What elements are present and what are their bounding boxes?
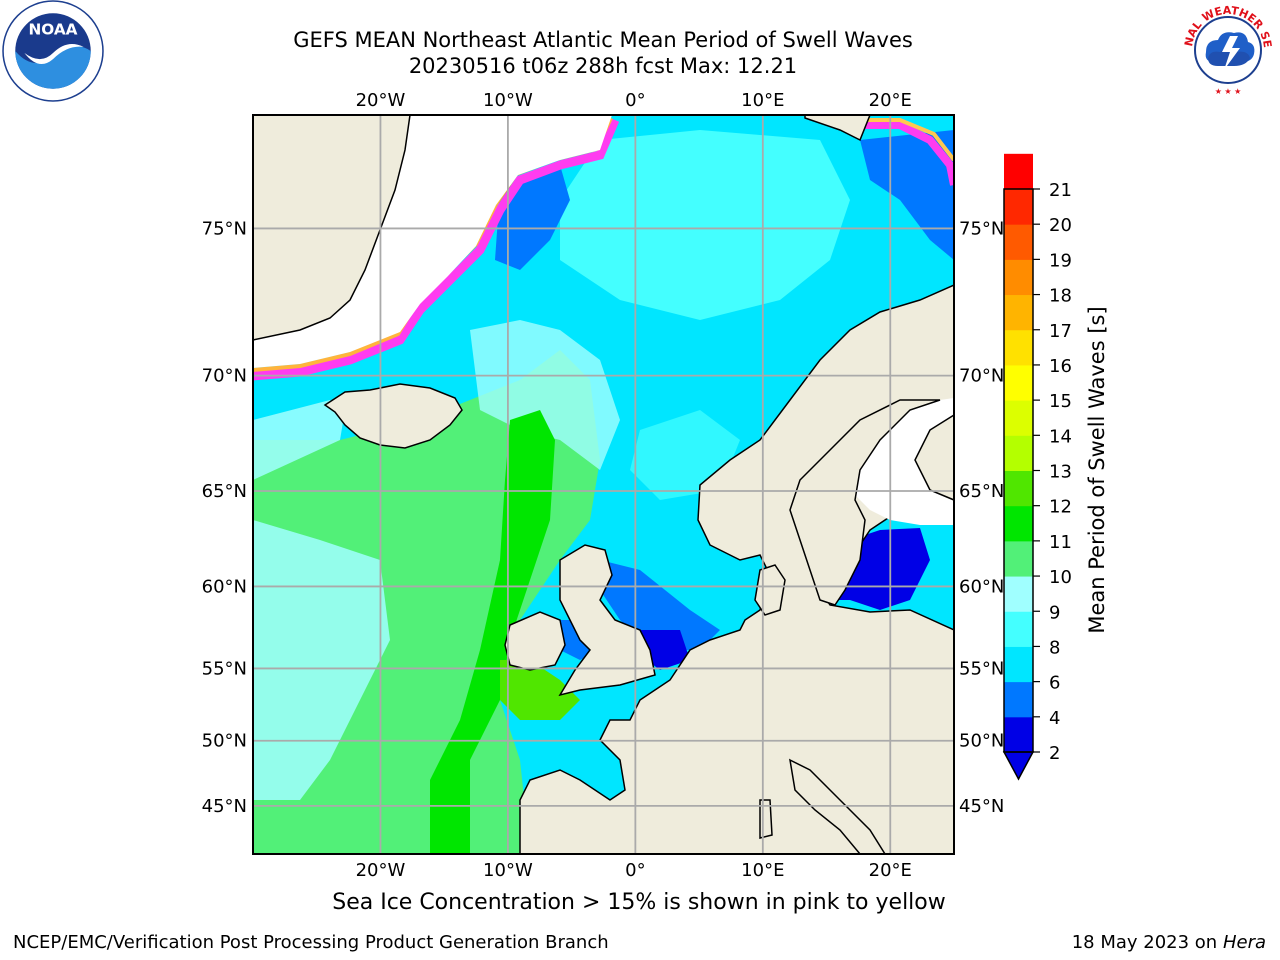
swell-field-bright-green <box>430 410 555 854</box>
noaa-logo: NOAA <box>2 0 104 102</box>
swell-field-bright-green <box>500 660 580 720</box>
lat-tick-label: 50°N <box>202 731 247 752</box>
colorbar-segment <box>1004 505 1033 542</box>
svg-text:★ ★ ★: ★ ★ ★ <box>1215 87 1242 96</box>
colorbar-segment <box>1004 364 1033 401</box>
lon-tick-label: 20°E <box>869 90 912 111</box>
colorbar-segment <box>1004 329 1033 366</box>
colorbar-under-arrow <box>1002 751 1035 781</box>
colorbar-segment <box>1004 259 1033 296</box>
lat-tick-label: 50°N <box>959 731 1004 752</box>
europe-land <box>519 284 954 854</box>
lat-tick-label: 75°N <box>959 218 1004 239</box>
lon-tick-label: 10°E <box>741 90 784 111</box>
colorbar-tick-label: 21 <box>1049 180 1072 201</box>
swell-field-light-cyan <box>560 130 850 320</box>
map-graticule <box>253 115 954 854</box>
sea-ice-band <box>860 118 954 162</box>
colorbar-segment <box>1004 646 1033 683</box>
sea-ice-band <box>860 121 954 186</box>
colorbar-label: Mean Period of Swell Waves [s] <box>1085 306 1109 634</box>
lat-tick-label: 55°N <box>202 658 247 679</box>
colorbar-tick-label: 8 <box>1049 637 1060 658</box>
colorbar-segment <box>1004 224 1033 260</box>
lat-tick-label: 60°N <box>202 576 247 597</box>
lon-tick-label: 10°W <box>483 860 533 881</box>
sea-ice-band <box>253 118 620 381</box>
finland-land <box>914 414 954 501</box>
colorbar-segment <box>1004 189 1033 225</box>
colorbar-tick-label: 15 <box>1049 391 1072 412</box>
date-text: 18 May 2023 on <box>1071 932 1218 953</box>
colorbar-tick-label: 11 <box>1049 532 1072 553</box>
greenland-land <box>253 115 411 341</box>
map-subtitle: 20230516 t06z 288h fcst Max: 12.21 <box>408 54 798 78</box>
colorbar-tick-label: 10 <box>1049 567 1072 588</box>
svg-text:NOAA: NOAA <box>28 21 77 39</box>
colorbar-tick-label: 13 <box>1049 462 1072 483</box>
lat-tick-label: 45°N <box>959 796 1004 817</box>
lon-tick-label: 20°W <box>356 860 406 881</box>
lon-tick-label: 0° <box>625 860 645 881</box>
lat-tick-label: 45°N <box>202 796 247 817</box>
lon-tick-label: 10°E <box>741 860 784 881</box>
colorbar-tick-label: 20 <box>1049 215 1072 236</box>
sea-ice-note: Sea Ice Concentration > 15% is shown in … <box>332 890 946 915</box>
nws-logo: NATIONAL WEATHER SERVICE ★ ★ ★ <box>1178 0 1276 98</box>
lat-tick-label: 70°N <box>202 366 247 387</box>
colorbar-segment <box>1004 540 1033 577</box>
colorbar-tick-label: 18 <box>1049 286 1072 307</box>
colorbar-tick-label: 9 <box>1049 602 1060 623</box>
colorbar-segment <box>1004 294 1033 331</box>
colorbar-tick-label: 6 <box>1049 673 1060 694</box>
colorbar-tick-label: 2 <box>1049 743 1060 764</box>
colorbar-tick-label: 12 <box>1049 497 1072 518</box>
colorbar-segment <box>1004 576 1033 612</box>
colorbar-segment <box>1004 681 1033 718</box>
colorbar-segment <box>1004 716 1033 753</box>
lon-tick-label: 0° <box>625 90 645 111</box>
italy-land <box>789 758 886 854</box>
lon-tick-label: 20°E <box>869 860 912 881</box>
colorbar-tick-label: 14 <box>1049 426 1072 447</box>
swell-field-blue <box>860 130 954 260</box>
great-britain-land <box>558 544 656 697</box>
baltic-mask <box>855 398 954 525</box>
swell-field-light <box>253 400 345 480</box>
colorbar-tick-label: 17 <box>1049 321 1072 342</box>
colorbar-segment <box>1004 153 1033 190</box>
denmark-land <box>754 564 786 616</box>
map-title: GEFS MEAN Northeast Atlantic Mean Period… <box>293 28 913 52</box>
credit-line: NCEP/EMC/Verification Post Processing Pr… <box>13 932 609 953</box>
lat-tick-label: 60°N <box>959 576 1004 597</box>
colorbar: 2 4 6 8 9 10 11 12 13 14 15 16 17 18 19 20 21 <box>1002 153 1072 781</box>
colorbar-tick-label: 4 <box>1049 708 1060 729</box>
swell-field-light <box>253 520 390 800</box>
lon-tick-label: 20°W <box>356 90 406 111</box>
lat-tick-label: 75°N <box>202 218 247 239</box>
colorbar-segment <box>1004 400 1033 436</box>
colorbar-tick-label: 16 <box>1049 356 1072 377</box>
date-line: 18 May 2023 on Hera <box>1072 932 1266 953</box>
lat-tick-label: 65°N <box>202 481 247 502</box>
machine-name: Hera <box>1222 932 1266 953</box>
ireland-land <box>504 611 566 671</box>
colorbar-segment <box>1004 470 1033 507</box>
colorbar-tick-label: 19 <box>1049 250 1072 271</box>
colorbar-segment <box>1004 435 1033 471</box>
lat-tick-label: 55°N <box>959 658 1004 679</box>
lat-tick-label: 70°N <box>959 366 1004 387</box>
colorbar-segment <box>1004 611 1033 647</box>
lon-tick-label: 10°W <box>483 90 533 111</box>
lat-tick-label: 65°N <box>959 481 1004 502</box>
sweden-land <box>789 399 941 606</box>
map-frame <box>252 114 955 855</box>
